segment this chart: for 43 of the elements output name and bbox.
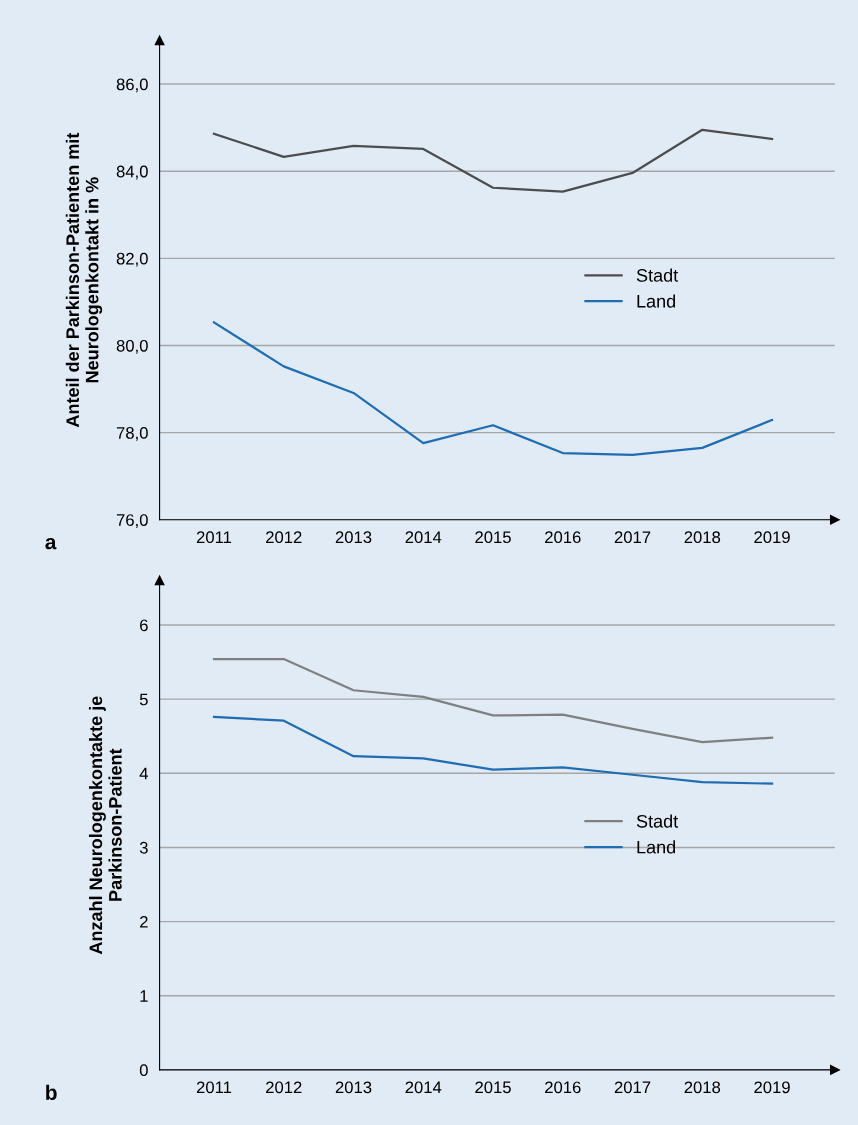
- text: b: [46, 1084, 57, 1100]
- legend-label: Land: [637, 294, 676, 308]
- x-tick-label: 2017: [614, 1081, 651, 1094]
- y-tick-label: 80,0: [116, 339, 148, 354]
- legend-label: Stadt: [636, 268, 679, 282]
- legend-label: Land: [637, 840, 676, 854]
- legend-label: Stadt: [636, 814, 679, 828]
- y-axis-title: Anteil der Parkinson-Patienten mit Neurologenkontakt in %: [65, 132, 103, 428]
- x-tick-label: 2015: [475, 1081, 511, 1094]
- x-tick-label: 2012: [266, 1081, 302, 1094]
- line-series: [212, 321, 774, 456]
- x-tick-label: 2013: [335, 531, 372, 544]
- line-series: [212, 715, 774, 785]
- x-tick-label: 2016: [545, 1081, 581, 1094]
- y-tick-label: 82,0: [116, 252, 148, 267]
- x-tick-label: 2016: [545, 531, 581, 544]
- x-tick-label: 2017: [614, 531, 651, 544]
- x-tick-label: 2018: [684, 531, 721, 544]
- y-tick-label: 5: [139, 693, 148, 706]
- x-tick-label: 2011: [196, 531, 232, 544]
- x-tick-label: 2011: [196, 1081, 232, 1094]
- text: a: [45, 537, 57, 550]
- y-tick-label: 4: [139, 767, 148, 780]
- x-tick-label: 2018: [684, 1081, 721, 1094]
- x-tick-label: 2015: [475, 531, 511, 544]
- line-series: [212, 657, 774, 744]
- y-tick-label: 1: [140, 990, 148, 1002]
- x-tick-label: 2019: [754, 531, 790, 544]
- y-tick-label: 76,0: [116, 514, 148, 528]
- y-tick-label: 3: [139, 841, 148, 854]
- x-tick-label: 2014: [405, 1081, 442, 1094]
- y-tick-label: 0: [139, 1064, 148, 1077]
- line-series: [212, 128, 774, 193]
- x-tick-label: 2012: [266, 531, 302, 544]
- y-tick-label: 86,0: [116, 78, 148, 93]
- y-axis-title: Anzahl Neurologenkontakte je Parkinson-Patient: [88, 696, 122, 955]
- x-tick-label: 2014: [405, 531, 442, 544]
- x-tick-label: 2019: [754, 1081, 790, 1094]
- y-tick-label: 84,0: [116, 165, 148, 180]
- y-tick-label: 78,0: [116, 427, 148, 441]
- y-tick-label: 6: [140, 619, 148, 632]
- y-tick-label: 2: [140, 915, 148, 928]
- x-tick-label: 2013: [335, 1081, 372, 1094]
